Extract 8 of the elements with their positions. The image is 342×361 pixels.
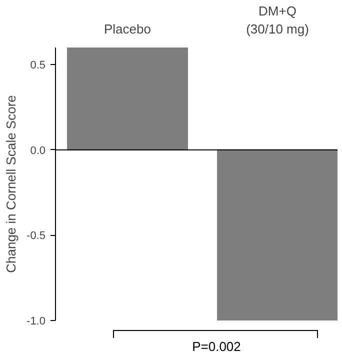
y-tick-label: 0.5 <box>30 60 46 72</box>
y-tick-label: -0.5 <box>26 230 46 242</box>
x-tick-label: Placebo <box>104 22 151 36</box>
text: P=0.002 <box>191 338 242 356</box>
y-tick-label: -1.0 <box>26 316 46 328</box>
y-axis-title: Change in Cornell Scale Score <box>4 95 19 273</box>
x-tick-label: DM+Q (30/10 mg) <box>246 4 309 36</box>
y-tick-label: 0.0 <box>30 144 46 157</box>
